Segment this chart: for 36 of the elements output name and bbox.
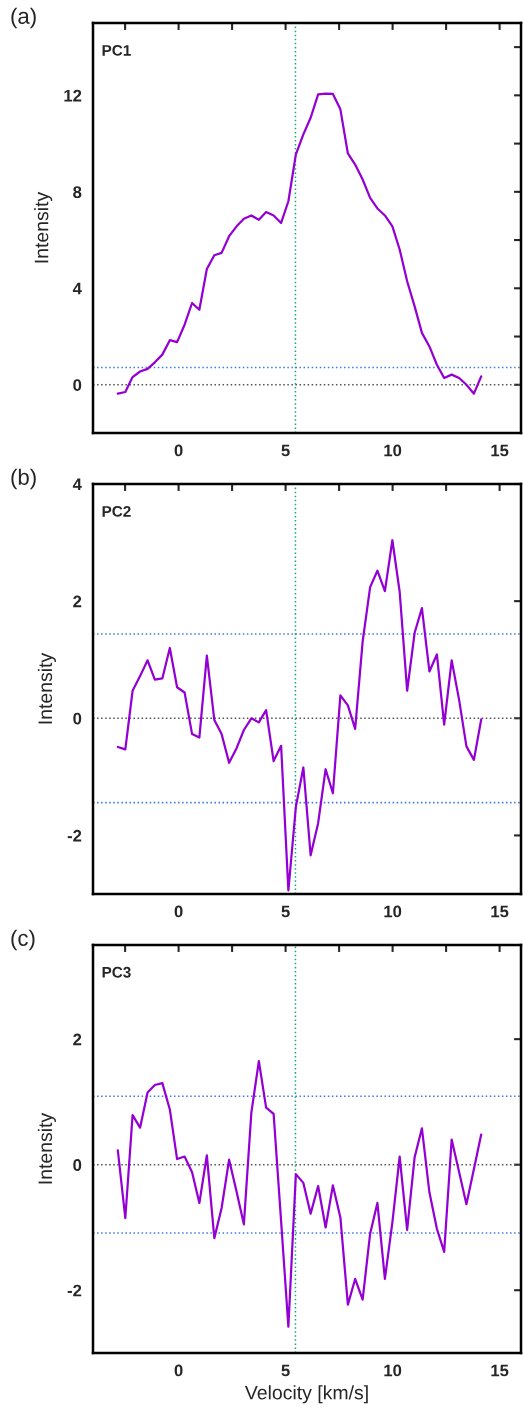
x-tick-label: 5 — [281, 905, 290, 918]
y-tick-label: -2 — [67, 829, 82, 842]
x-tick-label: 0 — [174, 444, 183, 457]
x-tick-label: 0 — [174, 1364, 183, 1377]
line-series — [116, 539, 483, 892]
y-tick-label: 2 — [73, 595, 82, 608]
x-tick-label: 10 — [384, 905, 402, 918]
y-tick-label: 12 — [64, 89, 82, 102]
x-tick-label: 5 — [281, 444, 290, 457]
y-axis-title: Intensity — [34, 191, 53, 263]
y-tick-label: 0 — [73, 712, 82, 725]
x-tick-label: 10 — [384, 1364, 402, 1377]
y-tick-label: 2 — [73, 1033, 82, 1046]
y-tick-label: 0 — [73, 1159, 82, 1171]
x-tick-label: 15 — [491, 905, 509, 918]
x-tick-label: 15 — [491, 444, 509, 457]
y-tick-label: 8 — [73, 186, 82, 199]
annotation: PC2 — [102, 505, 131, 517]
annotation: PC1 — [102, 44, 131, 56]
x-tick-label: 0 — [174, 905, 183, 918]
x-tick-label: 15 — [491, 1364, 509, 1377]
y-tick-label: -2 — [67, 1284, 82, 1297]
y-axis-title: Intensity — [37, 1112, 56, 1184]
y-tick-label: 4 — [72, 478, 82, 491]
y-axis-title: Intensity — [37, 652, 56, 724]
chart-title: (c) — [11, 929, 35, 951]
x-axis-title: Velocity [km/s] — [244, 1385, 368, 1404]
chart-title: (b) — [11, 468, 36, 490]
line-series — [116, 1060, 483, 1328]
x-tick-label: 10 — [384, 444, 402, 457]
x-tick-label: 5 — [281, 1364, 290, 1377]
y-tick-label: 0 — [73, 379, 82, 391]
y-tick-label: 4 — [72, 282, 82, 295]
annotation: PC3 — [102, 966, 131, 978]
chart-title: (a) — [11, 7, 36, 29]
line-series — [116, 92, 483, 395]
